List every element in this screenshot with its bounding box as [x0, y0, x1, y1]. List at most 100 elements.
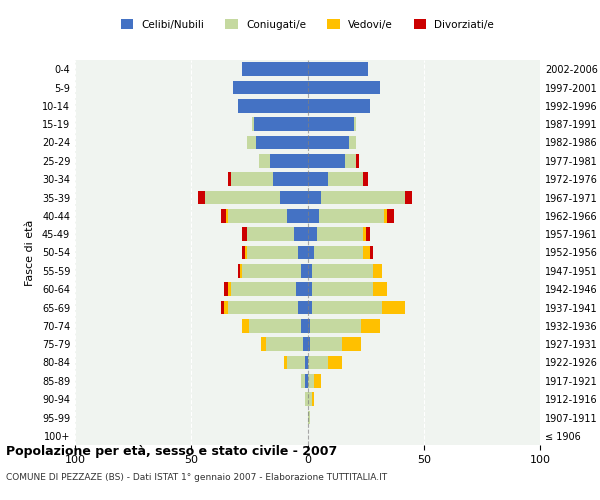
- Bar: [296, 282, 308, 296]
- Bar: [224, 300, 229, 314]
- Bar: [229, 300, 298, 314]
- Bar: [364, 246, 370, 260]
- Bar: [308, 392, 312, 406]
- Bar: [252, 118, 254, 131]
- Bar: [271, 154, 308, 168]
- Bar: [308, 410, 310, 424]
- Bar: [287, 356, 305, 370]
- Bar: [242, 264, 301, 278]
- Bar: [308, 209, 319, 222]
- Bar: [343, 338, 361, 351]
- Bar: [356, 154, 359, 168]
- Bar: [308, 282, 312, 296]
- Bar: [238, 99, 308, 112]
- Bar: [247, 136, 256, 149]
- Bar: [310, 319, 361, 332]
- Bar: [312, 300, 382, 314]
- Bar: [224, 282, 229, 296]
- Bar: [328, 172, 364, 186]
- Bar: [308, 228, 317, 241]
- Bar: [221, 209, 226, 222]
- Bar: [308, 246, 314, 260]
- Bar: [373, 282, 386, 296]
- Bar: [280, 190, 308, 204]
- Bar: [319, 209, 384, 222]
- Bar: [361, 319, 380, 332]
- Bar: [308, 300, 312, 314]
- Bar: [384, 209, 386, 222]
- Bar: [344, 154, 356, 168]
- Bar: [312, 264, 373, 278]
- Bar: [259, 154, 271, 168]
- Bar: [305, 374, 308, 388]
- Bar: [293, 228, 308, 241]
- Bar: [308, 264, 312, 278]
- Bar: [229, 282, 231, 296]
- Bar: [354, 118, 356, 131]
- Bar: [205, 190, 280, 204]
- Bar: [308, 80, 380, 94]
- Bar: [308, 356, 328, 370]
- Bar: [312, 282, 373, 296]
- Bar: [308, 190, 322, 204]
- Bar: [303, 338, 308, 351]
- Bar: [382, 300, 405, 314]
- Bar: [247, 228, 293, 241]
- Bar: [405, 190, 412, 204]
- Bar: [298, 246, 308, 260]
- Bar: [250, 319, 301, 332]
- Bar: [245, 246, 247, 260]
- Bar: [266, 338, 303, 351]
- Bar: [364, 228, 365, 241]
- Bar: [349, 136, 356, 149]
- Bar: [198, 190, 205, 204]
- Bar: [238, 264, 240, 278]
- Bar: [308, 338, 310, 351]
- Bar: [233, 80, 308, 94]
- Bar: [314, 246, 364, 260]
- Bar: [310, 338, 343, 351]
- Bar: [242, 62, 308, 76]
- Y-axis label: Fasce di età: Fasce di età: [25, 220, 35, 286]
- Bar: [305, 356, 308, 370]
- Bar: [231, 282, 296, 296]
- Bar: [370, 246, 373, 260]
- Bar: [242, 228, 247, 241]
- Text: Popolazione per età, sesso e stato civile - 2007: Popolazione per età, sesso e stato civil…: [6, 445, 337, 458]
- Bar: [386, 209, 394, 222]
- Bar: [226, 209, 229, 222]
- Legend: Celibi/Nubili, Coniugati/e, Vedovi/e, Divorziati/e: Celibi/Nubili, Coniugati/e, Vedovi/e, Di…: [117, 15, 498, 34]
- Bar: [322, 190, 405, 204]
- Bar: [308, 136, 349, 149]
- Bar: [328, 356, 343, 370]
- Bar: [247, 246, 298, 260]
- Bar: [298, 300, 308, 314]
- Bar: [317, 228, 364, 241]
- Bar: [284, 356, 287, 370]
- Bar: [301, 374, 305, 388]
- Bar: [229, 172, 231, 186]
- Text: COMUNE DI PEZZAZE (BS) - Dati ISTAT 1° gennaio 2007 - Elaborazione TUTTITALIA.IT: COMUNE DI PEZZAZE (BS) - Dati ISTAT 1° g…: [6, 473, 387, 482]
- Bar: [308, 374, 314, 388]
- Bar: [308, 118, 354, 131]
- Bar: [254, 118, 308, 131]
- Bar: [256, 136, 308, 149]
- Bar: [314, 374, 322, 388]
- Bar: [242, 319, 250, 332]
- Bar: [261, 338, 266, 351]
- Bar: [308, 62, 368, 76]
- Bar: [272, 172, 308, 186]
- Bar: [312, 392, 314, 406]
- Bar: [373, 264, 382, 278]
- Bar: [305, 392, 308, 406]
- Bar: [308, 172, 328, 186]
- Bar: [308, 99, 370, 112]
- Bar: [221, 300, 224, 314]
- Bar: [287, 209, 308, 222]
- Bar: [364, 172, 368, 186]
- Bar: [308, 154, 344, 168]
- Bar: [231, 172, 272, 186]
- Bar: [240, 264, 242, 278]
- Bar: [229, 209, 287, 222]
- Bar: [301, 264, 308, 278]
